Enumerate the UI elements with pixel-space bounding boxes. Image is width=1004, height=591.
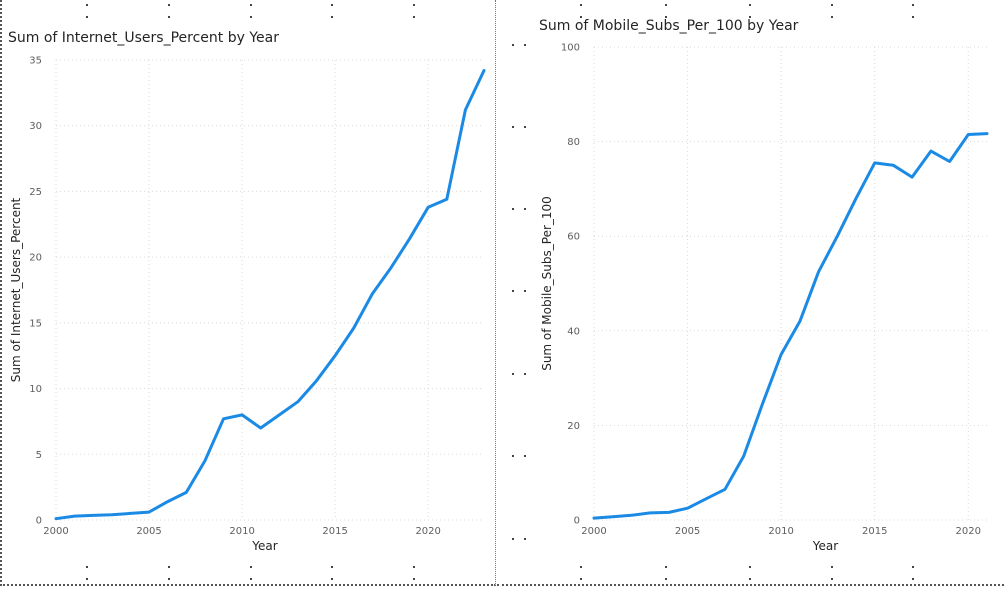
y-axis-title: Sum of Internet_Users_Percent [9, 197, 23, 382]
mobile-subs-chart[interactable]: Sum of Mobile_Subs_Per_100 by Year 0 20 40… [497, 0, 1004, 586]
y-tick-label: 20 [29, 253, 42, 264]
y-tick-label: 100 [561, 43, 580, 54]
resize-handle-dot [912, 578, 914, 580]
x-tick-label: 2020 [415, 526, 440, 537]
chart-title: Sum of Internet_Users_Percent by Year [8, 30, 279, 46]
resize-handle-dot [413, 4, 415, 6]
resize-handle-dot [331, 578, 333, 580]
resize-handle-dot [749, 4, 751, 6]
resize-handle-dot [580, 566, 582, 568]
resize-handle-dot [831, 16, 833, 18]
y-tick-label: 30 [29, 121, 42, 132]
y-tick-label: 60 [567, 232, 580, 243]
resize-handle-dot [250, 578, 252, 580]
y-tick-label: 0 [36, 516, 42, 527]
resize-handle-dot [580, 4, 582, 6]
y-tick-label: 5 [36, 450, 42, 461]
resize-handle-dot [512, 208, 514, 210]
resize-handle-dot [831, 4, 833, 6]
x-axis-title: Year [812, 539, 838, 553]
resize-handle-dot [86, 4, 88, 6]
x-axis-title: Year [251, 539, 277, 553]
resize-handle-dot [168, 578, 170, 580]
resize-handle-dot [331, 4, 333, 6]
resize-handle-dot [250, 566, 252, 568]
x-tick-label: 2015 [322, 526, 347, 537]
resize-handle-dot [912, 16, 914, 18]
resize-handle-dot [168, 16, 170, 18]
resize-handle-dot [168, 566, 170, 568]
resize-handle-dot [512, 44, 514, 46]
y-tick-label: 25 [29, 187, 42, 198]
y-axis-title: Sum of Mobile_Subs_Per_100 [540, 196, 554, 371]
y-tick-label: 80 [567, 137, 580, 148]
resize-handle-dot [665, 4, 667, 6]
y-tick-label: 20 [567, 421, 580, 432]
resize-handle-dot [912, 566, 914, 568]
resize-handle-dot [665, 16, 667, 18]
resize-handle-dot [524, 44, 526, 46]
resize-handle-dot [524, 126, 526, 128]
resize-handle-dot [413, 16, 415, 18]
y-tick-label: 40 [567, 326, 580, 337]
resize-handle-dot [86, 16, 88, 18]
resize-handle-dot [86, 566, 88, 568]
resize-handle-dot [831, 578, 833, 580]
y-tick-label: 15 [29, 318, 42, 329]
x-tick-label: 2020 [956, 526, 981, 537]
resize-handle-dot [250, 16, 252, 18]
series-line [592, 132, 989, 520]
resize-handle-dot [524, 290, 526, 292]
chart-title: Sum of Mobile_Subs_Per_100 by Year [539, 18, 799, 34]
resize-handle-dot [749, 578, 751, 580]
resize-handle-dot [580, 16, 582, 18]
resize-handle-dot [912, 4, 914, 6]
x-tick-label: 2000 [581, 526, 606, 537]
resize-handle-dot [831, 566, 833, 568]
x-tick-label: 2010 [768, 526, 793, 537]
resize-handle-dot [524, 373, 526, 375]
resize-handle-dot [331, 16, 333, 18]
resize-handle-dot [512, 126, 514, 128]
x-tick-label: 2005 [136, 526, 161, 537]
resize-handle-dot [512, 373, 514, 375]
mobile-subs-plot: 0 20 40 60 80 100 2000 2005 2010 2015 2020 Year Sum … [540, 43, 989, 553]
resize-handle-dot [168, 4, 170, 6]
y-tick-label: 0 [574, 516, 580, 527]
x-tick-label: 2010 [229, 526, 254, 537]
resize-handle-dot [580, 578, 582, 580]
resize-handle-dot [512, 290, 514, 292]
resize-handle-dot [749, 566, 751, 568]
internet-users-plot: 0 5 10 15 20 25 30 35 2000 2005 2010 2015 2020 Year Su… [9, 56, 486, 553]
resize-handle-dot [524, 538, 526, 540]
resize-handle-dot [331, 566, 333, 568]
resize-handle-dot [665, 578, 667, 580]
x-tick-label: 2015 [862, 526, 887, 537]
resize-handle-dot [665, 566, 667, 568]
y-tick-label: 10 [29, 384, 42, 395]
y-tick-label: 35 [29, 56, 42, 67]
x-tick-label: 2000 [43, 526, 68, 537]
resize-handle-dot [524, 455, 526, 457]
resize-handle-dot [86, 578, 88, 580]
resize-handle-dot [413, 566, 415, 568]
resize-handle-dot [512, 538, 514, 540]
resize-handle-dot [413, 578, 415, 580]
x-tick-label: 2005 [675, 526, 700, 537]
series-line [54, 69, 486, 521]
internet-users-chart[interactable]: Sum of Internet_Users_Percent by Year 0 5… [0, 0, 496, 586]
resize-handle-dot [524, 208, 526, 210]
resize-handle-dot [250, 4, 252, 6]
resize-handle-dot [749, 16, 751, 18]
resize-handle-dot [512, 455, 514, 457]
